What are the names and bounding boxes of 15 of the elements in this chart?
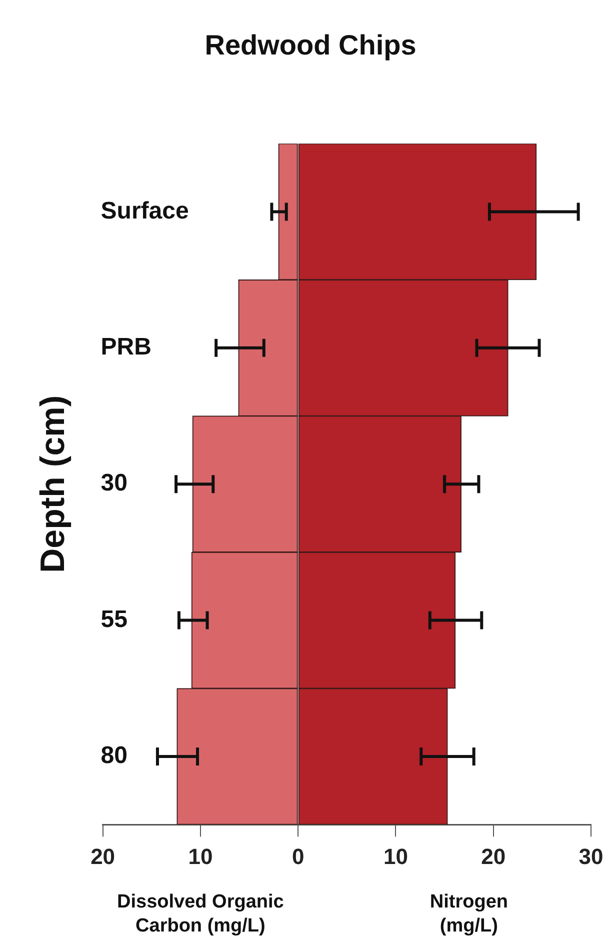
y-tick-label: 30 [100, 470, 128, 497]
x-tick-label: 10 [188, 844, 213, 869]
x-tick-label: 30 [578, 844, 604, 869]
x-tick-label: 20 [481, 844, 506, 869]
y-tick-label: 55 [100, 606, 128, 633]
x-tick-label: 0 [292, 844, 304, 869]
x-tick-label: 20 [90, 844, 116, 869]
y-tick-label: PRB [100, 334, 152, 361]
y-tick-label: 80 [100, 742, 128, 770]
text: Dissolved Organic Carbon (mg/L) [117, 892, 284, 937]
y-tick-label: Surface [100, 197, 189, 224]
text: Nitrogen (mg/L) [430, 892, 508, 937]
y-axis-title: Depth (cm) [34, 395, 72, 573]
x-tick-label: 10 [383, 844, 408, 869]
chart-title: Redwood Chips [204, 30, 416, 61]
